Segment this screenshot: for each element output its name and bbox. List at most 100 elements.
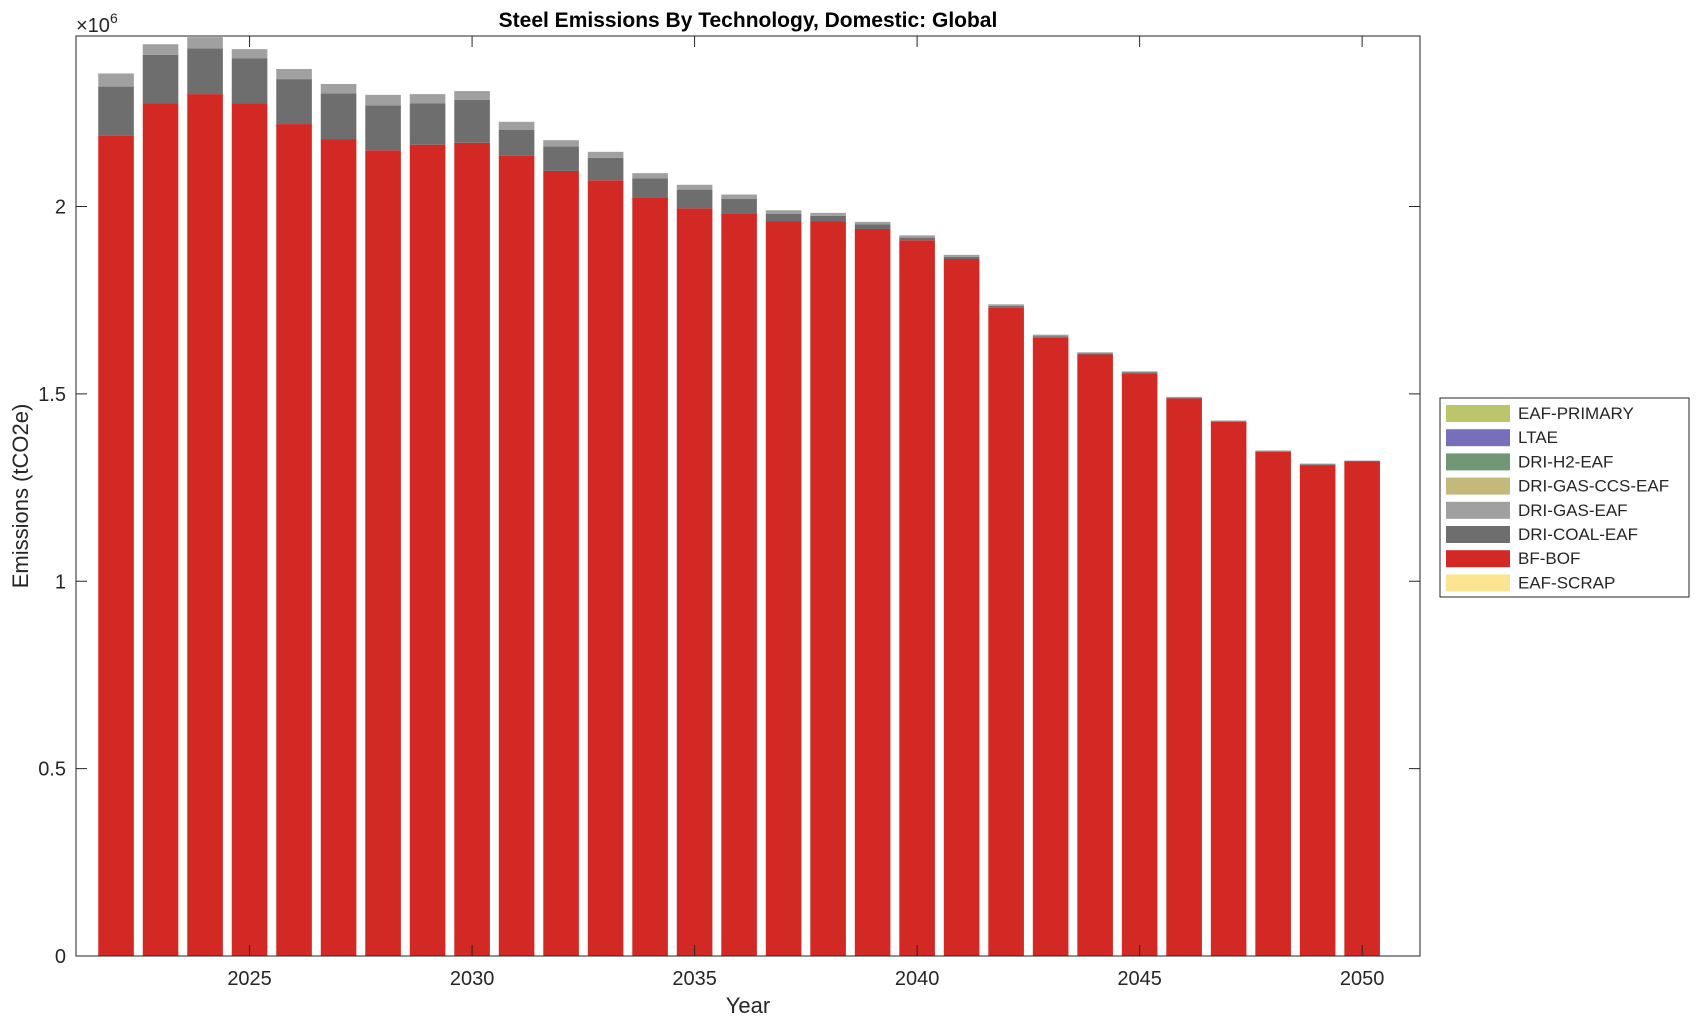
bar-dri-coal-eaf-2041 <box>943 256 980 259</box>
bar-dri-coal-eaf-2040 <box>899 237 935 241</box>
legend-label-dri-gas-eaf: DRI-GAS-EAF <box>1518 501 1628 520</box>
y-multiplier-exponent: 6 <box>110 10 118 26</box>
bar-bf-bof-2037 <box>765 221 802 956</box>
x-tick-label: 2030 <box>450 968 495 990</box>
bar-dri-gas-eaf-2038 <box>810 212 846 216</box>
bar-dri-coal-eaf-2038 <box>810 215 846 222</box>
x-tick-label: 2045 <box>1117 968 1162 990</box>
bar-dri-gas-eaf-2024 <box>187 37 223 49</box>
bar-dri-gas-eaf-2039 <box>854 221 891 225</box>
bar-dri-gas-eaf-2030 <box>454 91 490 100</box>
bar-bf-bof-2035 <box>676 208 713 956</box>
bar-bf-bof-2040 <box>899 240 935 957</box>
plot-frame <box>75 35 1421 957</box>
bar-dri-coal-eaf-2043 <box>1032 336 1069 338</box>
bar-dri-coal-eaf-2039 <box>854 224 891 229</box>
bar-dri-coal-eaf-2026 <box>276 79 312 125</box>
bar-dri-gas-eaf-2043 <box>1032 334 1069 337</box>
bar-bf-bof-2029 <box>409 144 446 956</box>
bar-bf-bof-2023 <box>142 103 179 956</box>
bar-bf-bof-2048 <box>1255 451 1291 956</box>
legend-swatch-dri-gas-eaf <box>1446 501 1510 519</box>
bar-dri-gas-eaf-2029 <box>409 94 446 104</box>
legend-label-dri-gas-ccs-eaf: DRI-GAS-CCS-EAF <box>1518 477 1669 496</box>
bar-bf-bof-2041 <box>943 258 980 957</box>
bar-dri-coal-eaf-2025 <box>231 58 268 104</box>
legend-label-eaf-scrap: EAF-SCRAP <box>1518 573 1615 592</box>
bar-dri-coal-eaf-2030 <box>454 99 490 143</box>
bar-bf-bof-2044 <box>1077 354 1113 956</box>
bar-bf-bof-2030 <box>454 142 490 957</box>
y-tick-label: 0 <box>55 946 66 968</box>
bar-dri-coal-eaf-2034 <box>632 178 668 198</box>
axis-ticks <box>76 36 1420 957</box>
bar-dri-coal-eaf-2022 <box>98 86 134 136</box>
legend-swatch-ltae <box>1446 429 1510 447</box>
bar-bf-bof-2050 <box>1344 461 1380 956</box>
bar-dri-coal-eaf-2046 <box>1166 397 1202 399</box>
bar-dri-gas-eaf-2036 <box>721 194 757 200</box>
bar-bf-bof-2049 <box>1299 465 1336 956</box>
x-tick-label: 2035 <box>672 968 717 990</box>
bar-dri-coal-eaf-2037 <box>765 214 802 222</box>
bar-dri-coal-eaf-2027 <box>320 93 357 140</box>
bar-bf-bof-2024 <box>187 94 223 957</box>
bar-dri-coal-eaf-2029 <box>409 103 446 145</box>
y-multiplier: ×106 <box>76 10 118 37</box>
x-tick-labels: 2025 2030 2035 2040 2045 2050 <box>227 968 1384 990</box>
legend-swatch-eaf-primary <box>1446 405 1510 422</box>
bar-dri-gas-eaf-2035 <box>676 184 713 190</box>
legend-label-dri-h2-eaf: DRI-H2-EAF <box>1518 452 1613 471</box>
bar-bf-bof-2038 <box>810 221 846 956</box>
bar-dri-coal-eaf-2047 <box>1210 421 1247 422</box>
legend-swatch-eaf-scrap <box>1446 574 1510 592</box>
legend-label-eaf-primary: EAF-PRIMARY <box>1518 404 1634 423</box>
bar-dri-coal-eaf-2032 <box>543 146 579 171</box>
legend-label-dri-coal-eaf: DRI-COAL-EAF <box>1518 525 1638 544</box>
bar-dri-gas-eaf-2034 <box>632 173 668 179</box>
bar-dri-gas-eaf-2025 <box>231 49 268 59</box>
legend: EAF-PRIMARY LTAE DRI-H2-EAF DRI-GAS-CCS-EAF… <box>1439 397 1690 598</box>
y-tick-label: 1 <box>55 571 66 593</box>
bar-dri-coal-eaf-2045 <box>1121 372 1158 374</box>
bar-dri-coal-eaf-2028 <box>365 105 401 151</box>
bar-dri-gas-eaf-2046 <box>1166 396 1202 398</box>
y-tick-label: 1.5 <box>38 384 66 406</box>
bar-dri-gas-eaf-2026 <box>276 68 312 80</box>
bar-bf-bof-2027 <box>320 139 357 957</box>
bar-dri-gas-eaf-2042 <box>988 304 1024 306</box>
bar-dri-gas-eaf-2031 <box>498 121 535 130</box>
bar-dri-gas-eaf-2022 <box>98 73 134 87</box>
bar-bf-bof-2043 <box>1032 337 1069 956</box>
bar-dri-gas-eaf-2028 <box>365 94 401 106</box>
x-tick-label: 2040 <box>895 968 940 990</box>
legend-label-bf-bof: BF-BOF <box>1518 549 1580 568</box>
legend-swatch-dri-gas-ccs-eaf <box>1446 477 1510 495</box>
bar-dri-gas-eaf-2044 <box>1077 352 1113 354</box>
bar-dri-gas-eaf-2032 <box>543 140 579 147</box>
y-axis-title: Emissions (tCO2e) <box>8 404 33 589</box>
x-tick-label: 2050 <box>1340 968 1385 990</box>
legend-items: EAF-PRIMARY LTAE DRI-H2-EAF DRI-GAS-CCS-EAF… <box>1446 404 1669 592</box>
bar-dri-coal-eaf-2044 <box>1077 353 1113 355</box>
legend-swatch-dri-coal-eaf <box>1446 526 1510 543</box>
y-multiplier-base: ×10 <box>76 15 110 37</box>
legend-swatch-dri-h2-eaf <box>1446 453 1510 471</box>
bar-bf-bof-2034 <box>632 197 668 956</box>
bar-dri-gas-eaf-2027 <box>320 83 357 94</box>
legend-swatch-bf-bof <box>1446 550 1510 568</box>
bars <box>98 37 1380 957</box>
bar-bf-bof-2026 <box>276 124 312 956</box>
bar-dri-gas-eaf-2023 <box>142 44 179 55</box>
bar-dri-coal-eaf-2023 <box>142 54 179 104</box>
bar-dri-coal-eaf-2048 <box>1255 451 1291 452</box>
chart-title: Steel Emissions By Technology, Domestic:… <box>499 9 998 32</box>
bar-bf-bof-2036 <box>721 214 757 956</box>
x-tick-label: 2025 <box>227 968 272 990</box>
bar-dri-gas-eaf-2033 <box>587 151 624 158</box>
bar-dri-gas-eaf-2048 <box>1255 450 1291 452</box>
bar-dri-coal-eaf-2049 <box>1299 464 1336 466</box>
bar-bf-bof-2045 <box>1121 373 1158 956</box>
bar-dri-gas-eaf-2045 <box>1121 371 1158 373</box>
